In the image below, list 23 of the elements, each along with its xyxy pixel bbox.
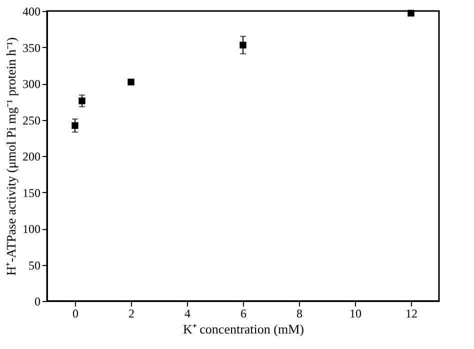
y-axis-title: H⁺-ATPase activity (μmol Pi mg⁻¹ protein h⁻¹) [4,37,18,276]
point [408,10,414,17]
x-tick-label: 12 [406,306,418,320]
point [240,42,246,48]
x-axis-title: K⁺ concentration (mM) [183,322,304,336]
y-tick-label: 0 [34,294,40,308]
y-tick-label: 400 [22,4,40,18]
y-tick-label: 50 [28,258,40,272]
y-tick-label: 300 [22,77,40,91]
x-tick-label: 6 [240,306,246,320]
x-tick-label: 0 [72,306,78,320]
x-tick-label: 4 [184,306,190,320]
point [78,98,86,104]
x-tick-label: 2 [128,306,134,320]
y-tick-label: 350 [22,40,40,55]
point [128,78,134,86]
y-tick-label: 150 [22,186,40,200]
y-tick-label: 250 [22,113,40,128]
x-tick-label: 10 [350,306,362,320]
y-tick-label: 100 [22,222,40,236]
y-tick-label: 200 [22,150,40,164]
point [72,122,78,129]
x-tick-label: 8 [296,306,302,320]
